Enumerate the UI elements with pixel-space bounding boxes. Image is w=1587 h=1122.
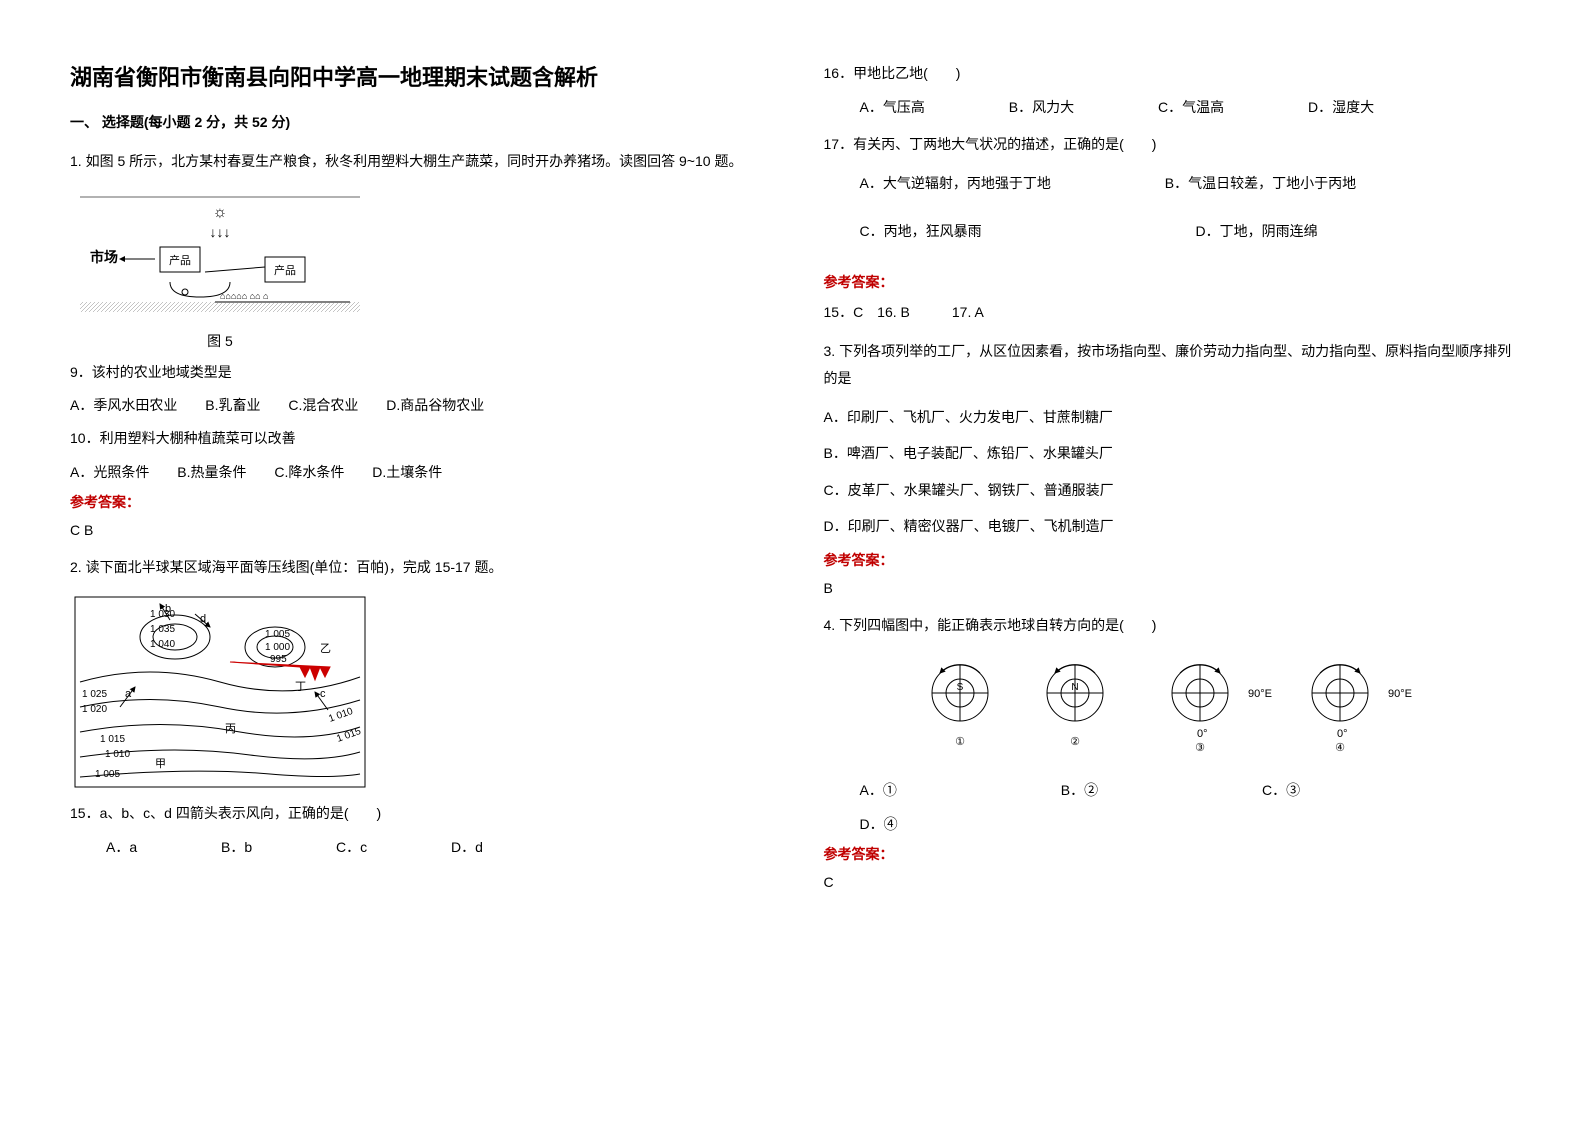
svg-text:S: S: [957, 682, 964, 693]
svg-text:市场: 市场: [90, 249, 118, 265]
svg-text:1 005: 1 005: [95, 769, 120, 780]
q1-sub9: 9．该村的农业地域类型是: [70, 359, 764, 386]
svg-text:N: N: [1072, 682, 1079, 693]
opt: B．b: [221, 837, 252, 857]
svg-text:☼: ☼: [213, 204, 228, 221]
opt: A．气压高: [860, 97, 925, 117]
svg-text:↓↓↓: ↓↓↓: [210, 224, 231, 240]
answer-label: 参考答案：: [824, 550, 1518, 570]
svg-text:1 015: 1 015: [335, 726, 363, 745]
svg-text:③: ③: [1195, 742, 1205, 754]
svg-text:1 035: 1 035: [150, 624, 175, 635]
left-column: 湖南省衡阳市衡南县向阳中学高一地理期末试题含解析 一、 选择题(每小题 2 分，…: [40, 60, 794, 1082]
q4-answer: C: [824, 874, 1518, 890]
q2-stem: 2. 读下面北半球某区域海平面等压线图(单位：百帕)，完成 15-17 题。: [70, 554, 764, 581]
svg-text:1 010: 1 010: [327, 706, 355, 725]
section-1-head: 一、 选择题(每小题 2 分，共 52 分): [70, 112, 764, 132]
figure-caption: 图 5: [70, 331, 370, 351]
opt: C．③: [1262, 780, 1300, 800]
opt: A．a: [106, 837, 137, 857]
answer-label: 参考答案：: [824, 272, 1518, 292]
q4-opts: A．① B．② C．③ D．④: [824, 780, 1518, 834]
svg-text:①: ①: [955, 736, 965, 748]
svg-text:②: ②: [1070, 736, 1080, 748]
q1-sub9-opts: A．季风水田农业 B.乳畜业 C.混合农业 D.商品谷物农业: [70, 395, 764, 415]
opt: B．气温日较差，丁地小于丙地: [1165, 167, 1356, 201]
svg-text:丁: 丁: [295, 681, 306, 693]
svg-text:1 030: 1 030: [150, 609, 175, 620]
svg-text:995: 995: [270, 654, 287, 665]
q2-sub17-opts: A．大气逆辐射，丙地强于丁地 B．气温日较差，丁地小于丙地 C．丙地，狂风暴雨 …: [824, 167, 1518, 262]
q1-figure: ☼ ↓↓↓ 产品 产品 市场 ⌂⌂⌂⌂⌂ ⌂⌂ ⌂ 图 5: [70, 187, 764, 351]
q2-sub17: 17．有关丙、丁两地大气状况的描述，正确的是( ): [824, 131, 1518, 158]
opt: D．d: [451, 837, 483, 857]
svg-text:90°E: 90°E: [1248, 688, 1272, 700]
q1-answer: C B: [70, 522, 764, 538]
opt: D．④: [860, 814, 1518, 834]
svg-text:产品: 产品: [169, 253, 191, 267]
opt: B．风力大: [1009, 97, 1074, 117]
svg-text:产品: 产品: [274, 263, 296, 277]
q2-sub15: 15．a、b、c、d 四箭头表示风向，正确的是( ): [70, 800, 764, 827]
opt: D．丁地，阴雨连绵: [1196, 215, 1318, 249]
svg-text:1 010: 1 010: [105, 749, 130, 760]
svg-text:1 020: 1 020: [82, 704, 107, 715]
opt: C．气温高: [1158, 97, 1224, 117]
opt: C．c: [336, 837, 367, 857]
opt: B．②: [1061, 780, 1098, 800]
svg-text:90°E: 90°E: [1388, 688, 1412, 700]
q4-stem: 4. 下列四幅图中，能正确表示地球自转方向的是( ): [824, 612, 1518, 639]
opt: D.土壤条件: [372, 462, 442, 482]
opt: A．①: [860, 780, 897, 800]
q2-sub16-opts: A．气压高 B．风力大 C．气温高 D．湿度大: [824, 97, 1518, 131]
q1-sub10-opts: A．光照条件 B.热量条件 C.降水条件 D.土壤条件: [70, 462, 764, 482]
opt: A．印刷厂、飞机厂、火力发电厂、甘蔗制糖厂: [824, 404, 1518, 431]
svg-text:0°: 0°: [1337, 728, 1348, 740]
opt: C．丙地，狂风暴雨: [860, 215, 982, 249]
svg-text:丙: 丙: [225, 723, 236, 735]
q2-isobar: 1 030 1 035 1 040 1 005 1 000 995 1 025 …: [70, 592, 764, 792]
q2-sub15-opts: A．a B．b C．c D．d: [70, 837, 764, 871]
opt: C．皮革厂、水果罐头厂、钢铁厂、普通服装厂: [824, 477, 1518, 504]
q2-sub16: 16．甲地比乙地( ): [824, 60, 1518, 87]
opt: B.乳畜业: [205, 395, 260, 415]
page-title: 湖南省衡阳市衡南县向阳中学高一地理期末试题含解析: [70, 60, 764, 92]
q3-answer: B: [824, 580, 1518, 596]
q1-sub10: 10．利用塑料大棚种植蔬菜可以改善: [70, 425, 764, 452]
svg-text:⌂⌂⌂⌂⌂ ⌂⌂ ⌂: ⌂⌂⌂⌂⌂ ⌂⌂ ⌂: [220, 291, 269, 301]
svg-text:甲: 甲: [155, 758, 166, 770]
opt: D.商品谷物农业: [386, 395, 484, 415]
opt: C.混合农业: [288, 395, 358, 415]
svg-text:1 005: 1 005: [265, 629, 290, 640]
opt: B．啤酒厂、电子装配厂、炼铅厂、水果罐头厂: [824, 440, 1518, 467]
answer-label: 参考答案：: [70, 492, 764, 512]
answer-label: 参考答案：: [824, 844, 1518, 864]
q4-globes: S ① N ② 90°E 0°: [824, 653, 1518, 766]
opt: B.热量条件: [177, 462, 246, 482]
svg-text:0°: 0°: [1197, 728, 1208, 740]
svg-text:1 025: 1 025: [82, 689, 107, 700]
q2-answer: 15．C 16. B 17. A: [824, 302, 1518, 322]
right-column: 16．甲地比乙地( ) A．气压高 B．风力大 C．气温高 D．湿度大 17．有…: [794, 60, 1548, 1082]
svg-text:④: ④: [1335, 742, 1345, 754]
svg-text:1 000: 1 000: [265, 642, 290, 653]
svg-text:乙: 乙: [320, 642, 331, 655]
opt: A．季风水田农业: [70, 395, 177, 415]
q3-stem: 3. 下列各项列举的工厂，从区位因素看，按市场指向型、廉价劳动力指向型、动力指向…: [824, 338, 1518, 391]
q1-stem: 1. 如图 5 所示，北方某村春夏生产粮食，秋冬利用塑料大棚生产蔬菜，同时开办养…: [70, 148, 764, 175]
opt: A．大气逆辐射，丙地强于丁地: [860, 167, 1051, 201]
svg-text:1 015: 1 015: [100, 734, 125, 745]
opt: D．印刷厂、精密仪器厂、电镀厂、飞机制造厂: [824, 513, 1518, 540]
opt: C.降水条件: [274, 462, 344, 482]
opt: D．湿度大: [1308, 97, 1374, 117]
svg-text:c: c: [320, 688, 326, 700]
opt: A．光照条件: [70, 462, 149, 482]
svg-text:1 040: 1 040: [150, 639, 175, 650]
